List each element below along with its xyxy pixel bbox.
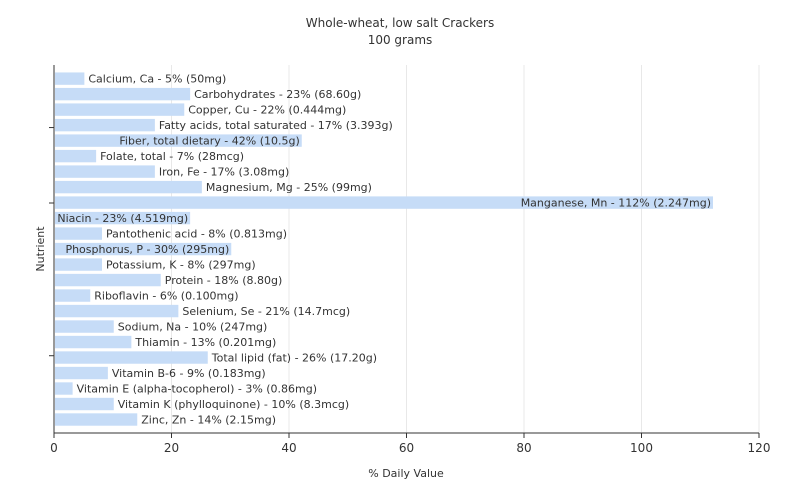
bar-7 — [55, 180, 202, 194]
bar-label-18: Total lipid (fat) - 26% (17.20g) — [211, 352, 377, 365]
axes: 0 20 40 60 80 100 120 — [49, 65, 770, 455]
bar-21 — [55, 397, 114, 411]
bar-label-10: Pantothenic acid - 8% (0.813mg) — [106, 228, 287, 241]
bar-label-6: Iron, Fe - 17% (3.08mg) — [159, 166, 289, 179]
bar-4 — [55, 134, 302, 147]
bar-label-16: Sodium, Na - 10% (247mg) — [118, 321, 268, 334]
bar-16 — [55, 320, 114, 333]
bar-label-13: Protein - 18% (8.80g) — [165, 274, 283, 287]
x-tick-label-100: 100 — [630, 441, 653, 455]
bar-20 — [55, 382, 73, 395]
bar-label-14: Riboflavin - 6% (0.100mg) — [94, 290, 238, 303]
bar-8 — [55, 196, 713, 209]
bar-label-0: Calcium, Ca - 5% (50mg) — [88, 73, 226, 86]
x-tick-label-0: 0 — [50, 441, 58, 455]
x-tick-label-60: 60 — [399, 441, 414, 455]
bar-0 — [55, 72, 85, 85]
bar-labels: Calcium, Ca - 5% (50mg) Carbohydrates - 2… — [57, 73, 711, 427]
bar-label-17: Thiamin - 13% (0.201mg) — [134, 336, 276, 349]
bar-label-4: Fiber, total dietary - 42% (10.5g) — [119, 135, 299, 148]
bar-label-7: Magnesium, Mg - 25% (99mg) — [206, 181, 372, 194]
bar-11 — [55, 242, 232, 256]
bar-18 — [55, 351, 208, 364]
chart-title: Whole-wheat, low salt Crackers — [306, 16, 494, 30]
bar-17 — [55, 335, 132, 349]
bar-3 — [55, 118, 155, 132]
chart-subtitle: 100 grams — [368, 33, 433, 47]
bar-label-11: Phosphorus, P - 30% (295mg) — [65, 243, 229, 256]
bars — [55, 72, 713, 426]
gridlines — [171, 65, 760, 433]
bar-22 — [55, 413, 138, 426]
bar-13 — [55, 273, 161, 287]
bar-1 — [55, 87, 191, 101]
y-axis-title: Nutrient — [34, 226, 47, 272]
bar-label-21: Vitamin K (phylloquinone) - 10% (8.3mcg) — [118, 398, 349, 411]
bar-label-5: Folate, total - 7% (28mcg) — [100, 150, 244, 163]
bar-label-1: Carbohydrates - 23% (68.60g) — [194, 88, 361, 101]
bar-19 — [55, 366, 108, 380]
x-tick-label-120: 120 — [748, 441, 771, 455]
bar-15 — [55, 304, 179, 318]
bar-label-19: Vitamin B-6 - 9% (0.183mg) — [112, 367, 266, 380]
bar-label-15: Selenium, Se - 21% (14.7mcg) — [182, 305, 350, 318]
bar-label-9: Niacin - 23% (4.519mg) — [57, 212, 188, 225]
bar-14 — [55, 289, 91, 302]
bar-9 — [55, 211, 191, 225]
bar-12 — [55, 258, 102, 271]
x-tick-label-40: 40 — [281, 441, 296, 455]
bar-label-3: Fatty acids, total saturated - 17% (3.39… — [159, 119, 393, 132]
x-tick-label-20: 20 — [164, 441, 179, 455]
x-axis-title: % Daily Value — [368, 467, 444, 480]
bar-label-20: Vitamin E (alpha-tocopherol) - 3% (0.86m… — [77, 383, 317, 396]
bar-6 — [55, 165, 155, 178]
bar-label-8: Manganese, Mn - 112% (2.247mg) — [521, 197, 711, 210]
bar-label-12: Potassium, K - 8% (297mg) — [106, 259, 256, 272]
bar-2 — [55, 103, 185, 116]
bar-10 — [55, 227, 102, 240]
bar-5 — [55, 149, 97, 163]
bar-label-22: Zinc, Zn - 14% (2.15mg) — [141, 414, 276, 427]
x-tick-label-80: 80 — [516, 441, 531, 455]
bar-label-2: Copper, Cu - 22% (0.444mg) — [188, 104, 346, 117]
